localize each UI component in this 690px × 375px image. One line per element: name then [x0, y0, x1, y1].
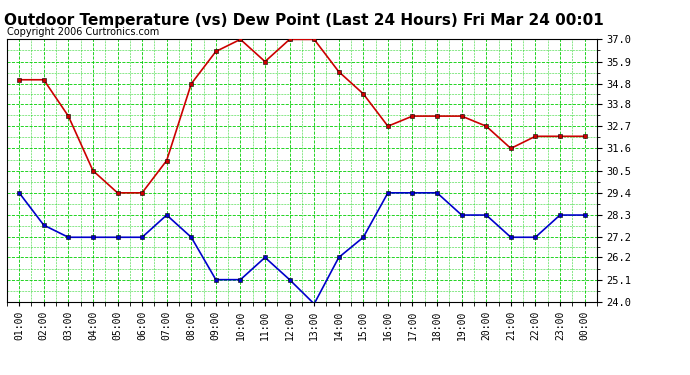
- Text: Copyright 2006 Curtronics.com: Copyright 2006 Curtronics.com: [7, 27, 159, 37]
- Text: Outdoor Temperature (vs) Dew Point (Last 24 Hours) Fri Mar 24 00:01: Outdoor Temperature (vs) Dew Point (Last…: [3, 13, 604, 28]
